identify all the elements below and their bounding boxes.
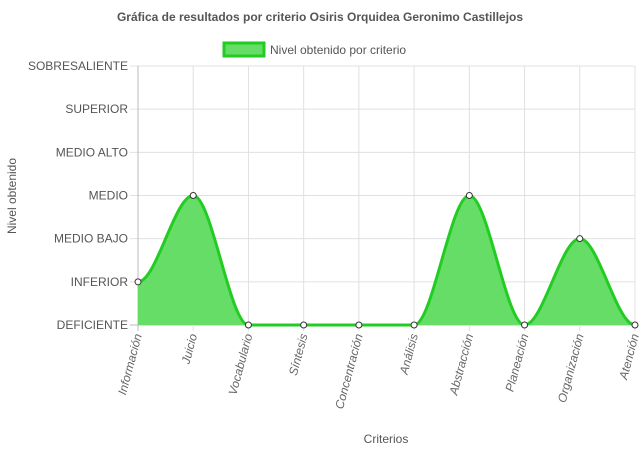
- data-point[interactable]: [521, 321, 529, 329]
- data-point[interactable]: [134, 278, 142, 286]
- data-point[interactable]: [631, 321, 639, 329]
- y-axis-ticks: DEFICIENTE INFERIOR MEDIO BAJO MEDIO MEDIO A…: [28, 59, 128, 332]
- y-tick-label: MEDIO: [89, 189, 128, 203]
- x-tick-label: Concentración: [332, 332, 366, 411]
- x-tick-label: Información: [115, 332, 145, 396]
- y-tick-label: SUPERIOR: [65, 102, 128, 116]
- y-tick-label: INFERIOR: [71, 275, 129, 289]
- x-tick-label: Atención: [616, 332, 639, 382]
- x-tick-label: Juicio: [178, 332, 200, 367]
- x-tick-label: Organización: [555, 332, 587, 404]
- y-tick-label: MEDIO ALTO: [56, 145, 128, 159]
- legend[interactable]: Nivel obtenido por criterio: [222, 41, 406, 58]
- data-point[interactable]: [244, 321, 252, 329]
- series-points: [134, 192, 639, 329]
- data-point[interactable]: [189, 192, 197, 199]
- y-tick-label: MEDIO BAJO: [54, 232, 128, 246]
- x-tick-label: Síntesis: [286, 332, 311, 377]
- x-tick-label: Planeación: [503, 332, 532, 393]
- x-tick-label: Análisis: [397, 332, 421, 377]
- data-point[interactable]: [355, 321, 363, 329]
- x-axis-title: Criterios: [364, 432, 409, 446]
- series-area: [137, 193, 636, 327]
- data-point[interactable]: [410, 321, 418, 329]
- x-tick-label: Vocabulario: [226, 332, 256, 397]
- data-point[interactable]: [576, 235, 584, 243]
- x-axis-ticks: Información Juicio Vocabulario Síntesis Conc…: [115, 332, 639, 411]
- data-point[interactable]: [465, 192, 473, 199]
- legend-label: Nivel obtenido por criterio: [270, 43, 406, 57]
- x-tick-label: Abstracción: [446, 332, 476, 397]
- legend-swatch: [222, 41, 266, 58]
- y-axis-title: Nivel obtenido: [5, 158, 19, 234]
- series-area-fill: [138, 195, 635, 325]
- y-tick-label: SOBRESALIENTE: [28, 59, 128, 73]
- data-point[interactable]: [300, 321, 308, 329]
- chart-title: Gráfica de resultados por criterio Osiri…: [117, 10, 523, 24]
- y-tick-label: DEFICIENTE: [57, 318, 128, 332]
